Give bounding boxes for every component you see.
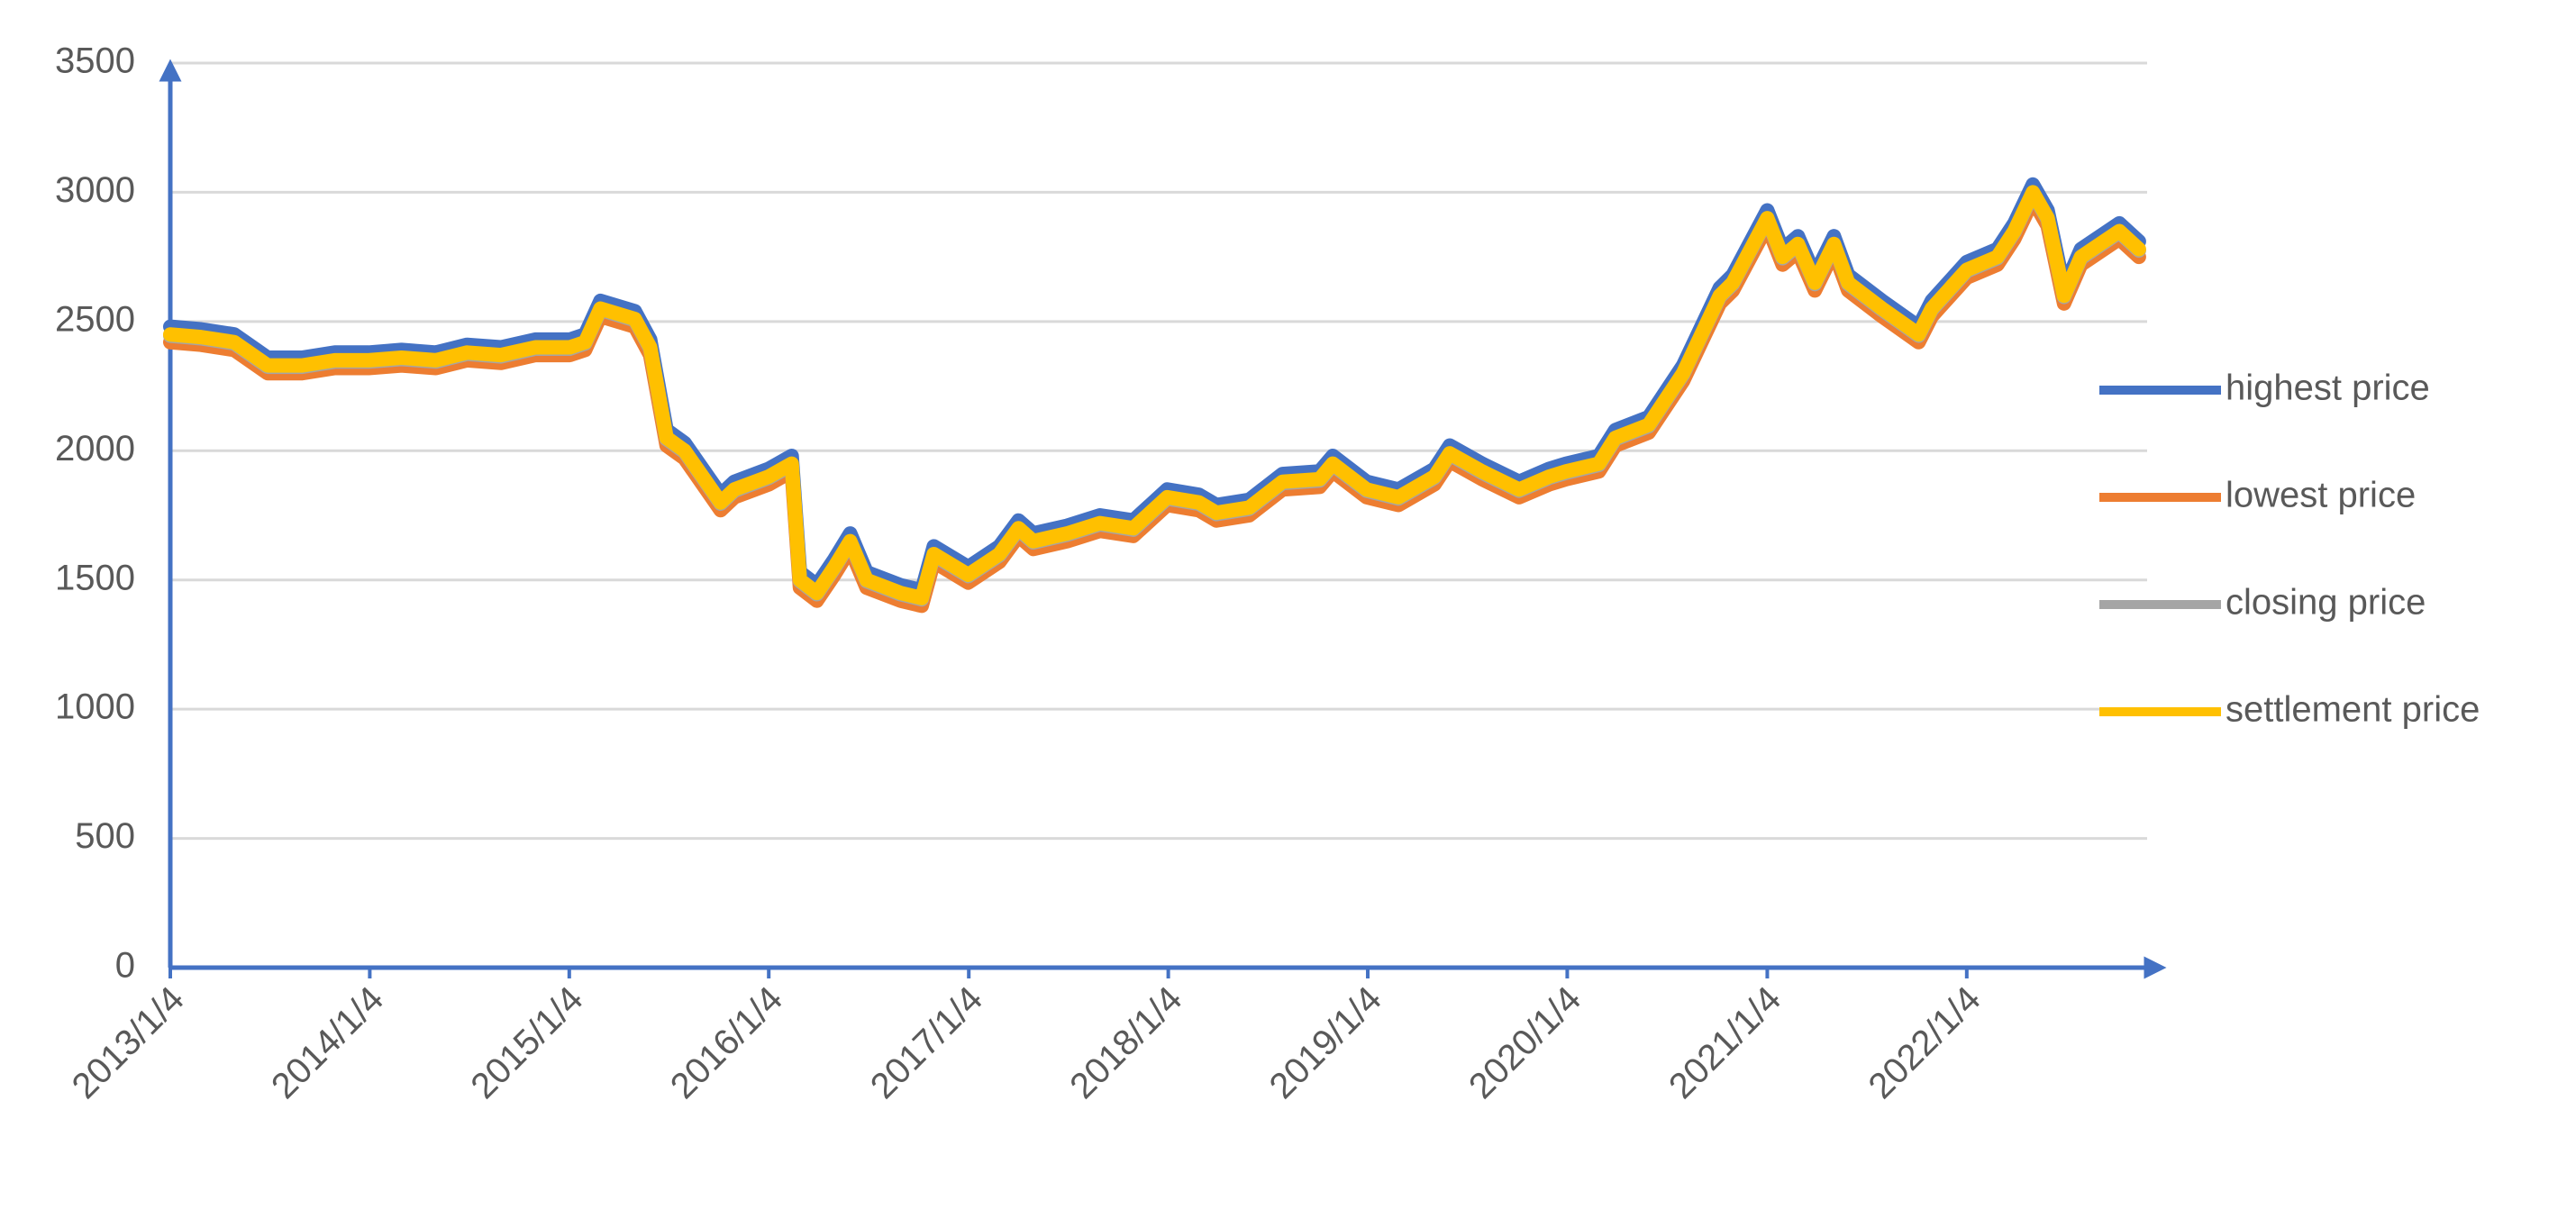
- y-tick-label: 1500: [55, 558, 135, 597]
- y-tick-label: 1000: [55, 687, 135, 727]
- series-line: [163, 185, 2146, 605]
- legend-label: settlement price: [2226, 690, 2480, 730]
- legend: highest price lowest price closing price se…: [2099, 368, 2480, 730]
- plot-area: [163, 177, 2146, 614]
- y-tick-label: 2500: [55, 299, 135, 339]
- y-tick-label: 500: [75, 816, 135, 856]
- legend-label: highest price: [2226, 368, 2430, 408]
- legend-label: lowest price: [2226, 476, 2416, 515]
- y-tick-label: 2000: [55, 429, 135, 468]
- y-tick-label: 3500: [55, 41, 135, 81]
- y-tick-label: 3000: [55, 170, 135, 210]
- y-tick-label: 0: [115, 946, 135, 986]
- legend-label: closing price: [2226, 583, 2426, 623]
